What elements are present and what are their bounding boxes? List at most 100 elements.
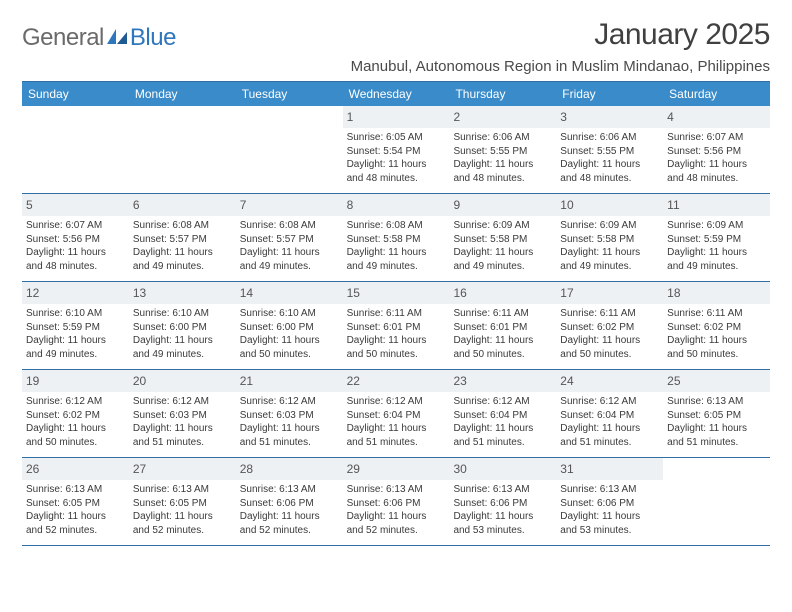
- sunset-text: Sunset: 6:02 PM: [560, 321, 659, 335]
- day-number: 19: [22, 370, 129, 392]
- calendar-day: 29 Sunrise: 6:13 AMSunset: 6:06 PMDayligh…: [343, 458, 450, 545]
- sunrise-text: Sunrise: 6:11 AM: [453, 307, 552, 321]
- daylight-text-1: Daylight: 11 hours: [133, 510, 232, 524]
- daylight-text-2: and 51 minutes.: [133, 436, 232, 450]
- sunset-text: Sunset: 5:55 PM: [560, 145, 659, 159]
- daylight-text-2: and 53 minutes.: [560, 524, 659, 538]
- day-number: 21: [236, 370, 343, 392]
- day-number: 18: [663, 282, 770, 304]
- sunset-text: Sunset: 6:04 PM: [347, 409, 446, 423]
- sunset-text: Sunset: 6:06 PM: [240, 497, 339, 511]
- sunset-text: Sunset: 5:57 PM: [133, 233, 232, 247]
- day-number: 14: [236, 282, 343, 304]
- calendar-day: 12Sunrise: 6:10 AMSunset: 5:59 PMDayligh…: [22, 282, 129, 369]
- daylight-text-2: and 51 minutes.: [667, 436, 766, 450]
- sunset-text: Sunset: 5:55 PM: [453, 145, 552, 159]
- calendar-day: 27 Sunrise: 6:13 AMSunset: 6:05 PMDayligh…: [129, 458, 236, 545]
- logo-mark-icon: [106, 24, 128, 52]
- calendar-week-row: 19Sunrise: 6:12 AMSunset: 6:02 PMDayligh…: [22, 370, 770, 458]
- daylight-text-2: and 51 minutes.: [347, 436, 446, 450]
- sunset-text: Sunset: 6:03 PM: [240, 409, 339, 423]
- sunset-text: Sunset: 6:06 PM: [347, 497, 446, 511]
- sunset-text: Sunset: 6:06 PM: [453, 497, 552, 511]
- daylight-text-2: and 50 minutes.: [453, 348, 552, 362]
- sunrise-text: Sunrise: 6:13 AM: [560, 483, 659, 497]
- sunset-text: Sunset: 5:54 PM: [347, 145, 446, 159]
- weekday-header: Saturday: [663, 82, 770, 106]
- day-number: 11: [663, 194, 770, 216]
- calendar-day: 26Sunrise: 6:13 AMSunset: 6:05 PMDayligh…: [22, 458, 129, 545]
- calendar-day: 31 Sunrise: 6:13 AMSunset: 6:06 PMDayligh…: [556, 458, 663, 545]
- day-number: 6: [129, 194, 236, 216]
- sunset-text: Sunset: 5:57 PM: [240, 233, 339, 247]
- sunset-text: Sunset: 6:05 PM: [133, 497, 232, 511]
- day-number: 29: [343, 458, 450, 480]
- sunrise-text: Sunrise: 6:06 AM: [453, 131, 552, 145]
- daylight-text-2: and 52 minutes.: [26, 524, 125, 538]
- calendar-day: 16Sunrise: 6:11 AMSunset: 6:01 PMDayligh…: [449, 282, 556, 369]
- day-number: 15: [343, 282, 450, 304]
- daylight-text-1: Daylight: 11 hours: [560, 334, 659, 348]
- sunrise-text: Sunrise: 6:12 AM: [240, 395, 339, 409]
- calendar-body: 1Sunrise: 6:05 AMSunset: 5:54 PMDaylight…: [22, 106, 770, 546]
- calendar-day: 13Sunrise: 6:10 AMSunset: 6:00 PMDayligh…: [129, 282, 236, 369]
- calendar-week-row: 5Sunrise: 6:07 AMSunset: 5:56 PMDaylight…: [22, 194, 770, 282]
- calendar-day: 30Sunrise: 6:13 AMSunset: 6:06 PMDayligh…: [449, 458, 556, 545]
- sunrise-text: Sunrise: 6:11 AM: [347, 307, 446, 321]
- calendar-day: 11Sunrise: 6:09 AMSunset: 5:59 PMDayligh…: [663, 194, 770, 281]
- weekday-header: Tuesday: [236, 82, 343, 106]
- calendar-day: 4Sunrise: 6:07 AMSunset: 5:56 PMDaylight…: [663, 106, 770, 193]
- daylight-text-1: Daylight: 11 hours: [133, 334, 232, 348]
- sunset-text: Sunset: 6:06 PM: [560, 497, 659, 511]
- day-number: 3: [556, 106, 663, 128]
- sunrise-text: Sunrise: 6:08 AM: [240, 219, 339, 233]
- sunset-text: Sunset: 5:59 PM: [667, 233, 766, 247]
- day-number: 5: [22, 194, 129, 216]
- daylight-text-2: and 49 minutes.: [560, 260, 659, 274]
- sunrise-text: Sunrise: 6:06 AM: [560, 131, 659, 145]
- sunset-text: Sunset: 6:02 PM: [26, 409, 125, 423]
- header: General Blue January 2025 Manubul, Auton…: [22, 18, 770, 75]
- daylight-text-2: and 49 minutes.: [453, 260, 552, 274]
- sunrise-text: Sunrise: 6:13 AM: [347, 483, 446, 497]
- day-number: 24: [556, 370, 663, 392]
- weekday-header: Thursday: [449, 82, 556, 106]
- sunset-text: Sunset: 6:04 PM: [453, 409, 552, 423]
- sunrise-text: Sunrise: 6:13 AM: [133, 483, 232, 497]
- daylight-text-2: and 51 minutes.: [240, 436, 339, 450]
- daylight-text-1: Daylight: 11 hours: [347, 158, 446, 172]
- daylight-text-1: Daylight: 11 hours: [240, 510, 339, 524]
- sunrise-text: Sunrise: 6:12 AM: [347, 395, 446, 409]
- sunrise-text: Sunrise: 6:12 AM: [26, 395, 125, 409]
- day-number: 13: [129, 282, 236, 304]
- day-number: 7: [236, 194, 343, 216]
- daylight-text-1: Daylight: 11 hours: [26, 246, 125, 260]
- daylight-text-1: Daylight: 11 hours: [347, 510, 446, 524]
- day-number: 12: [22, 282, 129, 304]
- calendar-day: 28Sunrise: 6:13 AMSunset: 6:06 PMDayligh…: [236, 458, 343, 545]
- daylight-text-2: and 51 minutes.: [453, 436, 552, 450]
- sunrise-text: Sunrise: 6:12 AM: [133, 395, 232, 409]
- calendar-day: 18Sunrise: 6:11 AMSunset: 6:02 PMDayligh…: [663, 282, 770, 369]
- daylight-text-1: Daylight: 11 hours: [453, 246, 552, 260]
- logo-text-general: General: [22, 24, 104, 52]
- daylight-text-2: and 50 minutes.: [560, 348, 659, 362]
- calendar-day: 6Sunrise: 6:08 AMSunset: 5:57 PMDaylight…: [129, 194, 236, 281]
- calendar-page: General Blue January 2025 Manubul, Auton…: [0, 0, 792, 554]
- day-number: 27: [129, 458, 236, 480]
- sunrise-text: Sunrise: 6:09 AM: [453, 219, 552, 233]
- day-number: 26: [22, 458, 129, 480]
- daylight-text-1: Daylight: 11 hours: [133, 246, 232, 260]
- daylight-text-1: Daylight: 11 hours: [560, 510, 659, 524]
- sunrise-text: Sunrise: 6:10 AM: [240, 307, 339, 321]
- daylight-text-2: and 48 minutes.: [26, 260, 125, 274]
- day-number: 31: [556, 458, 663, 480]
- day-number: 30: [449, 458, 556, 480]
- weekday-header: Monday: [129, 82, 236, 106]
- sunset-text: Sunset: 6:01 PM: [453, 321, 552, 335]
- daylight-text-1: Daylight: 11 hours: [347, 334, 446, 348]
- daylight-text-2: and 49 minutes.: [347, 260, 446, 274]
- daylight-text-1: Daylight: 11 hours: [240, 422, 339, 436]
- sunrise-text: Sunrise: 6:13 AM: [26, 483, 125, 497]
- sunrise-text: Sunrise: 6:11 AM: [667, 307, 766, 321]
